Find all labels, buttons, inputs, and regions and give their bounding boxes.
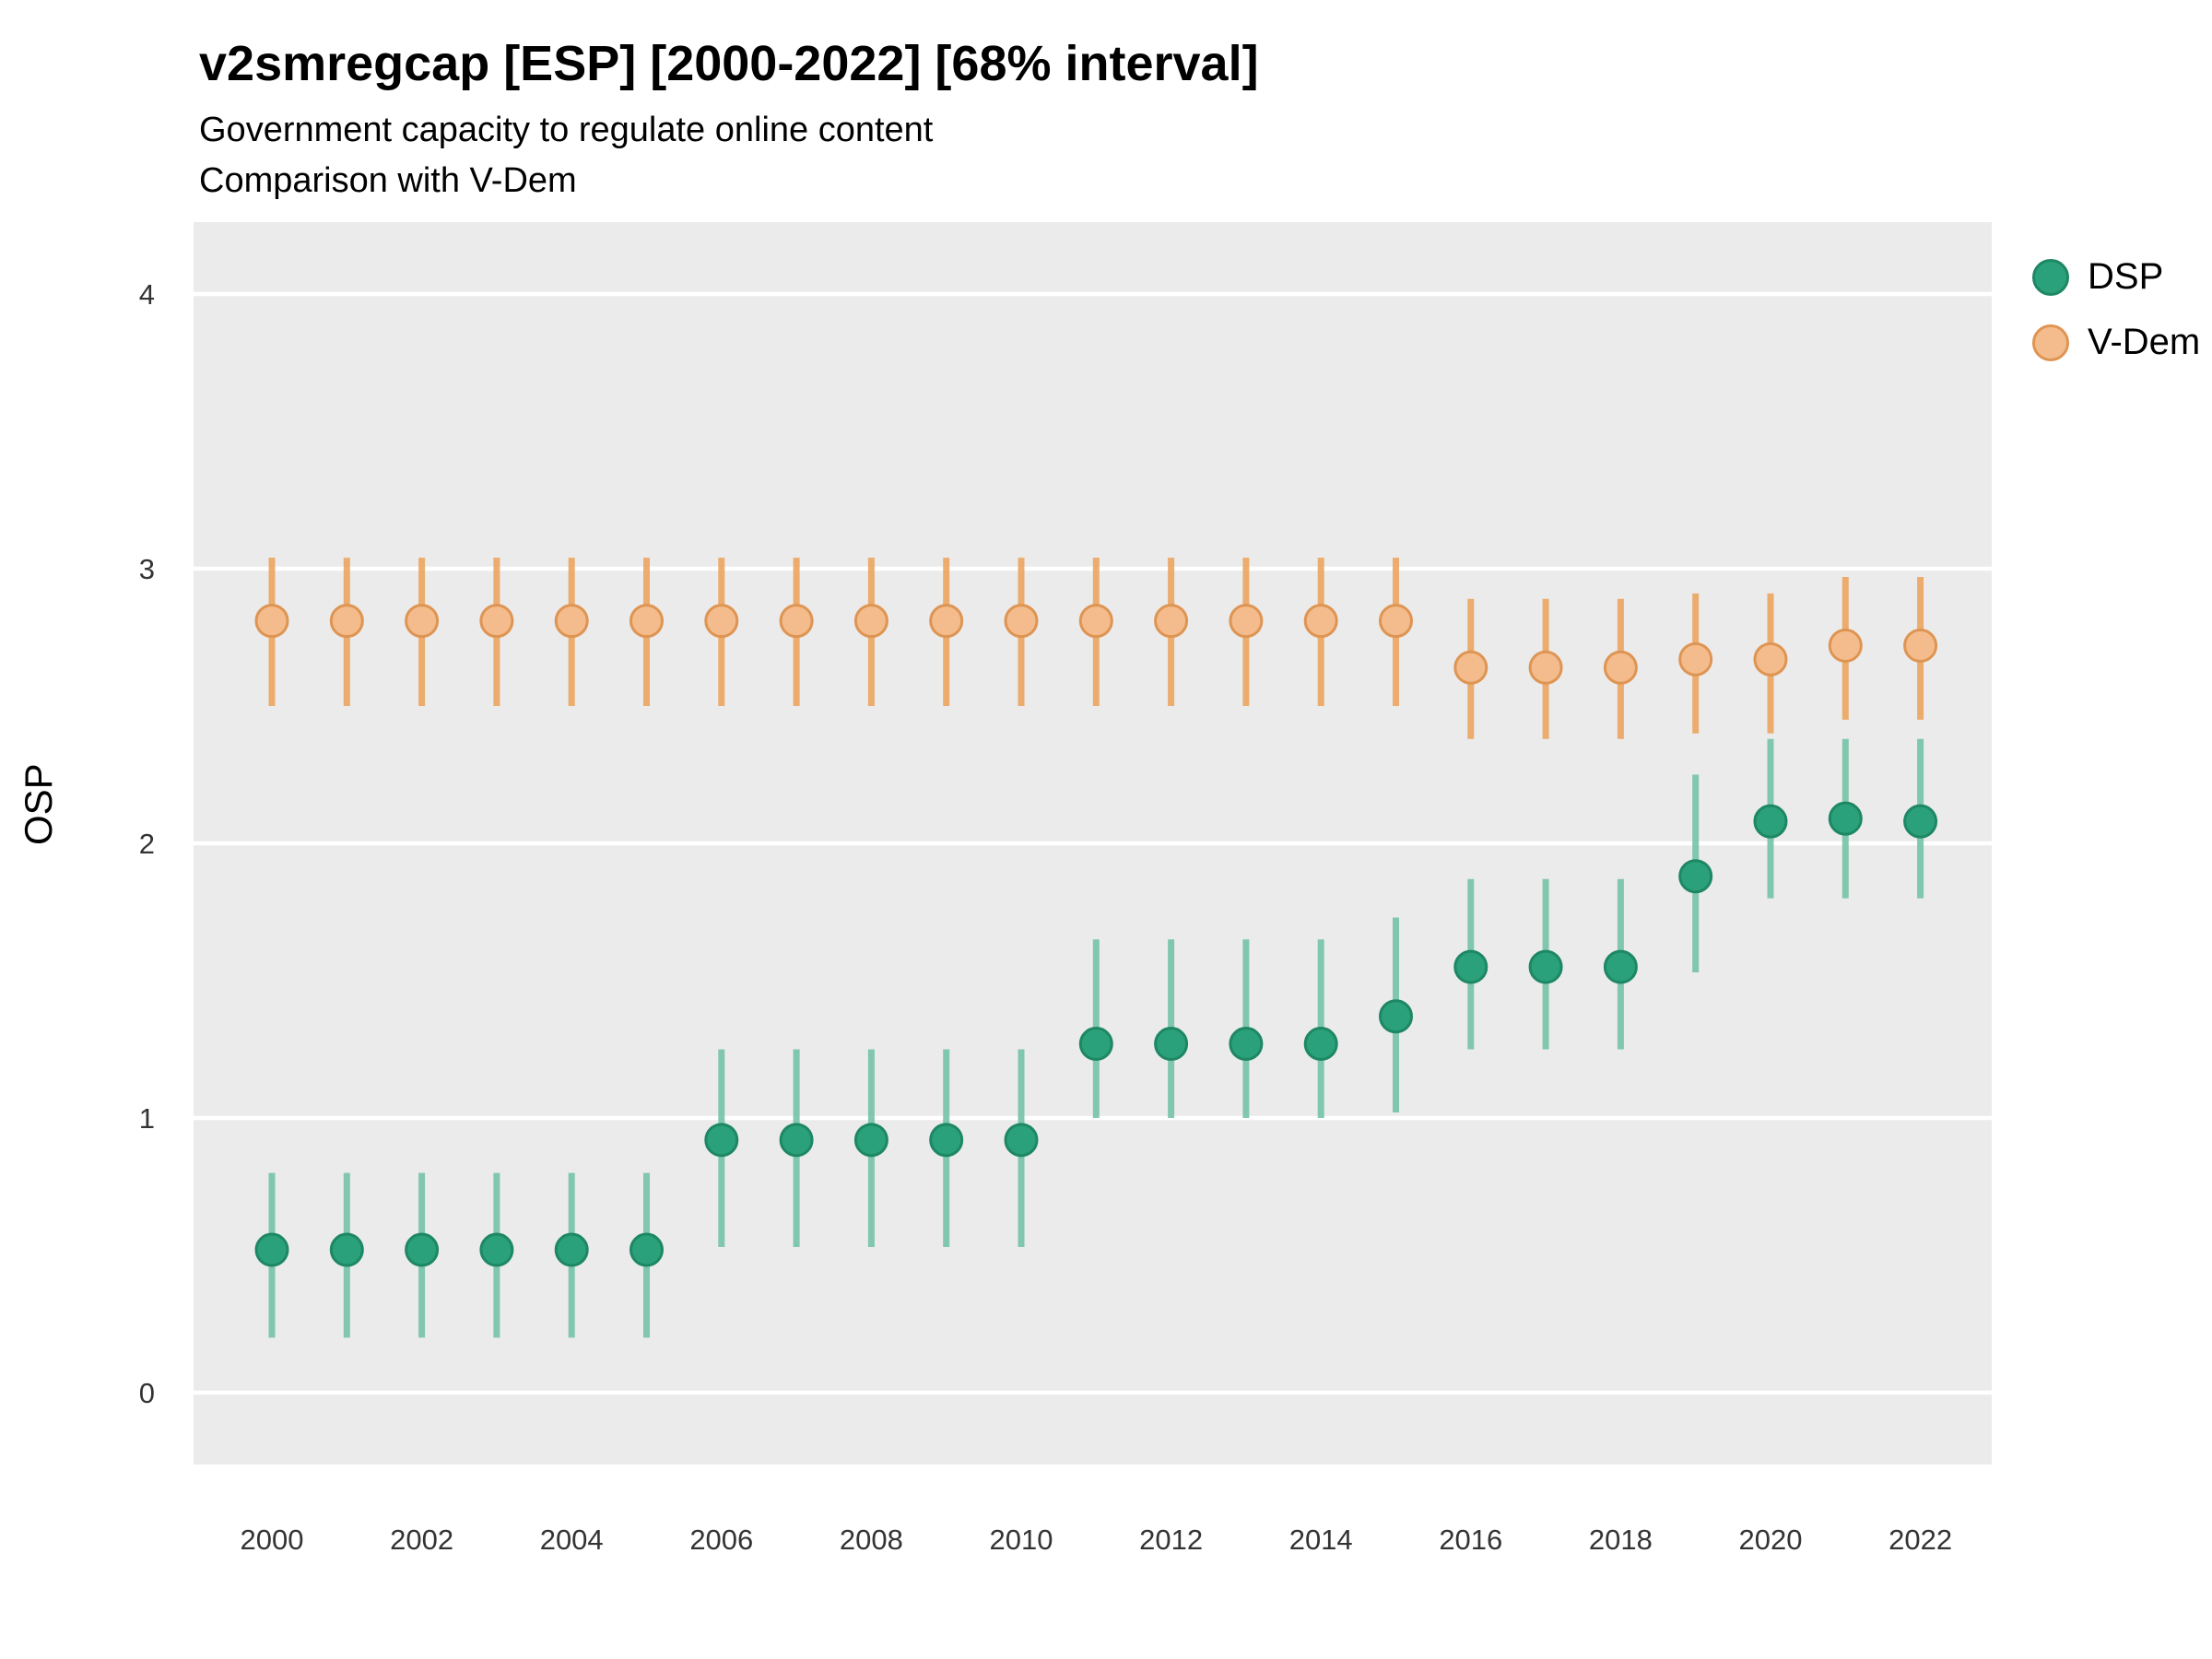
svg-text:2000: 2000 bbox=[241, 1524, 304, 1556]
chart-legend: DSP V-Dem bbox=[2032, 256, 2200, 363]
svg-text:3: 3 bbox=[139, 553, 155, 585]
legend-swatch-vdem-icon bbox=[2032, 324, 2069, 361]
svg-text:1: 1 bbox=[139, 1102, 155, 1135]
svg-text:2010: 2010 bbox=[990, 1524, 1053, 1556]
chart-title: v2smregcap [ESP] [2000-2022] [68% interv… bbox=[199, 36, 1259, 91]
chart-subtitle-1: Government capacity to regulate online c… bbox=[199, 111, 934, 149]
svg-text:2016: 2016 bbox=[1439, 1524, 1502, 1556]
legend-label-dsp: DSP bbox=[2088, 256, 2164, 297]
svg-text:2: 2 bbox=[139, 828, 155, 860]
chart-subtitle-2: Comparison with V-Dem bbox=[199, 161, 577, 201]
svg-text:2006: 2006 bbox=[689, 1524, 753, 1556]
svg-text:2012: 2012 bbox=[1139, 1524, 1203, 1556]
svg-text:2002: 2002 bbox=[390, 1524, 453, 1556]
legend-item-dsp: DSP bbox=[2032, 256, 2200, 298]
svg-text:2004: 2004 bbox=[540, 1524, 604, 1556]
svg-text:0: 0 bbox=[139, 1377, 155, 1409]
legend-label-vdem: V-Dem bbox=[2088, 322, 2201, 362]
svg-text:2008: 2008 bbox=[840, 1524, 903, 1556]
legend-swatch-dsp-icon bbox=[2032, 258, 2069, 296]
chart-header: v2smregcap [ESP] [2000-2022] [68% interv… bbox=[199, 35, 1259, 206]
svg-text:2022: 2022 bbox=[1888, 1524, 1952, 1556]
svg-text:4: 4 bbox=[139, 278, 155, 311]
svg-text:2018: 2018 bbox=[1589, 1524, 1653, 1556]
svg-text:2014: 2014 bbox=[1289, 1524, 1353, 1556]
legend-item-vdem: V-Dem bbox=[2032, 322, 2200, 363]
svg-text:2020: 2020 bbox=[1739, 1524, 1803, 1556]
